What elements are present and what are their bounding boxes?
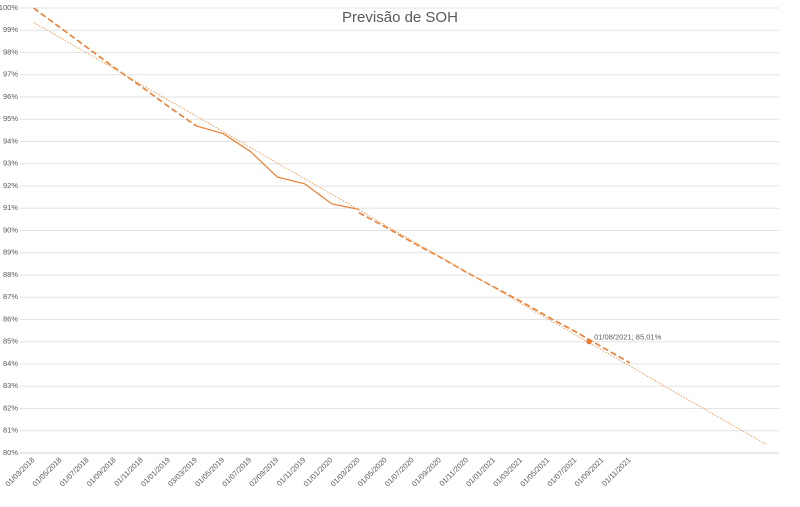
y-tick-label: 80%: [3, 448, 18, 457]
y-tick-label: 86%: [3, 314, 18, 323]
y-tick-label: 95%: [3, 114, 18, 123]
y-tick-label: 81%: [3, 426, 18, 435]
y-tick-label: 85%: [3, 337, 18, 346]
y-tick-label: 87%: [3, 292, 18, 301]
y-tick-label: 94%: [3, 136, 18, 145]
y-tick-label: 90%: [3, 225, 18, 234]
y-tick-label: 83%: [3, 381, 18, 390]
chart-title: Previsão de SOH: [342, 9, 458, 26]
y-tick-label: 89%: [3, 248, 18, 257]
y-tick-label: 93%: [3, 159, 18, 168]
y-tick-label: 100%: [0, 3, 18, 12]
y-tick-label: 91%: [3, 203, 18, 212]
y-tick-label: 88%: [3, 270, 18, 279]
y-tick-label: 99%: [3, 25, 18, 34]
annotation-marker: [586, 338, 592, 345]
y-tick-label: 84%: [3, 359, 18, 368]
y-tick-label: 96%: [3, 92, 18, 101]
x-tick-label: 01/11/2021: [600, 455, 633, 488]
series-line: [33, 22, 766, 445]
y-tick-label: 97%: [3, 70, 18, 79]
y-tick-label: 92%: [3, 181, 18, 190]
y-tick-label: 98%: [3, 47, 18, 56]
series-line: [33, 7, 197, 127]
y-tick-label: 82%: [3, 403, 18, 412]
annotation-label: 01/08/2021; 85,01%: [594, 333, 661, 342]
series-line: [196, 125, 359, 210]
series-line: [358, 211, 631, 364]
